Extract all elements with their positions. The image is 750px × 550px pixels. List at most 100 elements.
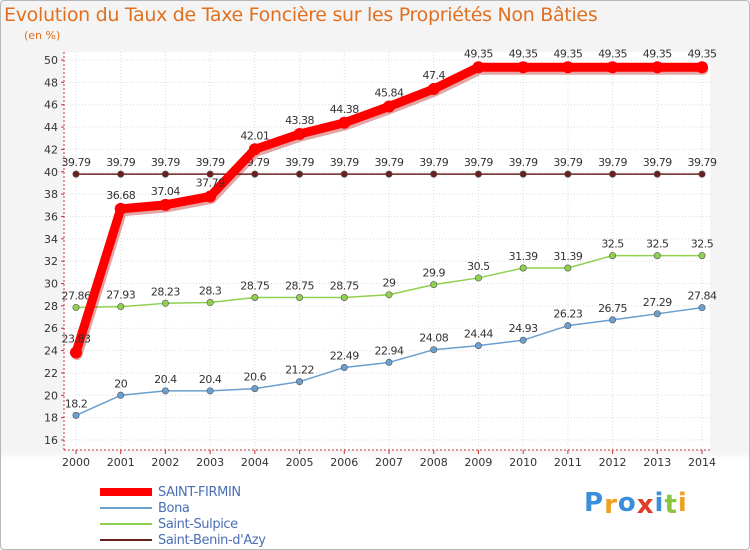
logo-letter: o [617,488,637,518]
data-label-saint-sulpice: 28.75 [330,280,359,293]
data-point-saint-benin-d-azy [161,170,169,178]
data-point-saint-firmin [204,190,217,203]
legend-label-saint-sulpice: Saint-Sulpice [158,516,238,532]
logo-letter: t [664,490,678,520]
data-point-saint-sulpice [474,274,482,282]
data-point-saint-sulpice [72,303,80,311]
legend-item-saint-firmin: SAINT-FIRMIN [100,484,266,500]
legend: SAINT-FIRMIN Bona Saint-Sulpice Saint-Be… [100,484,266,548]
data-label-bona: 24.44 [464,328,493,341]
y-tick-label: 24 [44,345,58,358]
data-point-saint-benin-d-azy [430,170,438,178]
data-point-saint-firmin [517,61,530,74]
data-point-bona [340,363,348,371]
data-point-saint-firmin [651,61,664,74]
legend-swatch-bona [100,507,152,509]
proxiti-logo: Proxiti [584,488,688,520]
logo-letter: i [654,488,665,518]
data-label-saint-benin-d-azy: 39.79 [419,156,448,169]
data-point-bona [206,387,214,395]
data-point-saint-sulpice [385,291,393,299]
data-label-saint-sulpice: 32.5 [601,238,624,251]
data-point-saint-sulpice [609,252,617,260]
data-label-saint-firmin: 23.83 [62,332,91,345]
data-point-bona [161,387,169,395]
data-point-bona [519,336,527,344]
data-label-bona: 18.2 [65,397,88,410]
data-label-saint-firmin: 49.35 [598,47,627,60]
data-point-saint-benin-d-azy [519,170,527,178]
logo-letter: P [584,488,605,518]
legend-label-saint-benin: Saint-Benin-d'Azy [158,532,266,548]
data-label-saint-firmin: 42.01 [240,129,269,142]
legend-swatch-saint-firmin [100,488,152,496]
y-tick-label: 40 [44,166,58,179]
data-point-bona [72,411,80,419]
data-label-bona: 24.08 [419,332,448,345]
data-label-saint-benin-d-azy: 39.79 [285,156,314,169]
data-label-saint-firmin: 49.35 [509,47,538,60]
data-label-saint-benin-d-azy: 39.79 [688,156,717,169]
y-tick-label: 44 [44,121,58,134]
data-point-saint-sulpice [698,252,706,260]
data-label-saint-benin-d-azy: 39.79 [106,156,135,169]
x-tick-label: 2012 [599,456,627,469]
data-point-saint-firmin [696,61,708,74]
x-tick-label: 2011 [554,456,582,469]
data-point-saint-benin-d-azy [609,170,617,178]
data-label-saint-firmin: 43.38 [285,114,314,127]
data-label-saint-benin-d-azy: 39.79 [598,156,627,169]
data-label-saint-sulpice: 32.5 [646,238,669,251]
data-label-saint-sulpice: 27.86 [62,289,91,302]
data-point-saint-benin-d-azy [206,170,214,178]
data-point-saint-benin-d-azy [698,170,706,178]
data-point-saint-benin-d-azy [72,170,80,178]
data-label-bona: 21.22 [285,364,314,377]
x-tick-label: 2013 [643,456,671,469]
x-tick-label: 2000 [62,456,90,469]
data-label-saint-firmin: 49.35 [643,47,672,60]
data-point-saint-sulpice [206,299,214,307]
y-tick-label: 46 [44,99,58,112]
data-label-bona: 20 [114,377,127,390]
data-point-saint-benin-d-azy [251,170,259,178]
data-label-saint-sulpice: 30.5 [467,260,490,273]
x-tick-label: 2006 [330,456,358,469]
data-point-saint-firmin [383,100,395,113]
data-label-saint-firmin: 45.84 [375,86,404,99]
data-label-bona: 22.49 [330,349,359,362]
data-point-saint-benin-d-azy [385,170,393,178]
data-point-saint-benin-d-azy [564,170,572,178]
x-tick-label: 2001 [107,456,135,469]
data-point-saint-sulpice [519,264,527,272]
data-label-saint-benin-d-azy: 39.79 [196,156,225,169]
logo-letter: i [677,488,688,518]
data-label-saint-sulpice: 31.39 [509,250,538,263]
data-label-saint-firmin: 37.79 [196,176,225,189]
data-point-bona [609,316,617,324]
data-point-saint-sulpice [251,293,259,301]
data-point-saint-sulpice [653,252,661,260]
x-tick-label: 2004 [241,456,269,469]
plot-area [64,52,710,450]
data-label-bona: 22.94 [375,344,404,357]
data-point-saint-benin-d-azy [653,170,661,178]
data-label-saint-benin-d-azy: 39.79 [509,156,538,169]
y-axis-unit: (en %) [24,29,61,42]
y-tick-label: 34 [44,233,58,246]
data-label-saint-firmin: 49.35 [688,47,717,60]
legend-swatch-saint-benin [100,539,152,541]
y-tick-label: 42 [44,143,58,156]
data-label-saint-firmin: 47.4 [422,69,445,82]
y-tick-label: 28 [44,300,58,313]
data-label-saint-firmin: 49.35 [553,47,582,60]
data-point-saint-firmin [248,143,261,156]
data-point-saint-benin-d-azy [474,170,482,178]
y-tick-label: 48 [44,76,58,89]
y-tick-label: 18 [44,412,58,425]
x-tick-label: 2003 [196,456,224,469]
chart-title: Evolution du Taux de Taxe Foncière sur l… [4,4,598,26]
y-tick-label: 30 [44,278,58,291]
data-point-saint-firmin [114,202,127,215]
